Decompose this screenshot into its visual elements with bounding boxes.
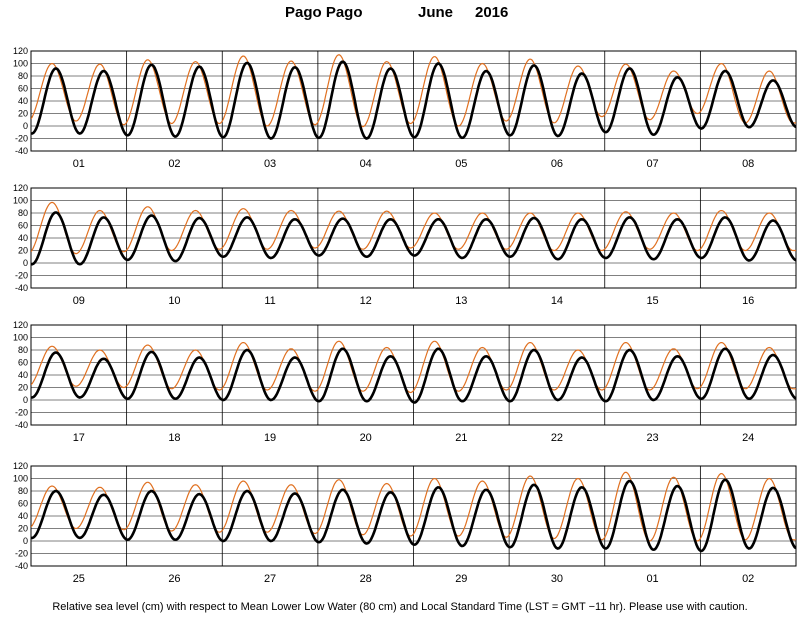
y-tick-label: 100 bbox=[13, 474, 28, 484]
day-label: 11 bbox=[264, 295, 275, 307]
y-tick-label: 80 bbox=[18, 208, 28, 218]
y-tick-label: 0 bbox=[23, 121, 28, 131]
day-label: 19 bbox=[264, 432, 276, 444]
day-label: 08 bbox=[742, 158, 754, 170]
panel-frame bbox=[30, 50, 797, 152]
y-tick-label: -20 bbox=[15, 271, 28, 281]
day-label: 27 bbox=[264, 573, 276, 585]
y-tick-label: 80 bbox=[18, 486, 28, 496]
day-label: 02 bbox=[742, 573, 754, 585]
day-label: 02 bbox=[168, 158, 180, 170]
y-tick-label: 100 bbox=[13, 196, 28, 206]
y-tick-label: 40 bbox=[18, 370, 28, 380]
title-month: June bbox=[418, 4, 454, 21]
y-tick-label: 20 bbox=[18, 524, 28, 534]
y-tick-label: 120 bbox=[13, 461, 28, 471]
observed-tide-line bbox=[31, 478, 796, 553]
observed-tide-line bbox=[31, 211, 796, 266]
day-label: 23 bbox=[646, 432, 658, 444]
day-label: 29 bbox=[455, 573, 467, 585]
panel-frame bbox=[30, 324, 797, 426]
y-tick-label: -20 bbox=[15, 408, 28, 418]
day-label: 22 bbox=[551, 432, 563, 444]
day-label: 04 bbox=[360, 158, 372, 170]
day-label: 25 bbox=[73, 573, 85, 585]
day-label: 05 bbox=[455, 158, 467, 170]
day-label: 03 bbox=[264, 158, 276, 170]
y-tick-label: 20 bbox=[18, 246, 28, 256]
y-tick-label: 60 bbox=[18, 221, 28, 231]
y-tick-label: -20 bbox=[15, 549, 28, 559]
tide-panel-3: -40 -20 0 20 40 60 80 100 120 17 18 19 20 21 22 23 24 bbox=[13, 320, 797, 444]
day-label: 14 bbox=[551, 295, 563, 307]
day-label: 01 bbox=[646, 573, 658, 585]
day-label: 17 bbox=[73, 432, 85, 444]
y-tick-label: 120 bbox=[13, 46, 28, 56]
y-tick-label: 20 bbox=[18, 109, 28, 119]
day-label: 18 bbox=[168, 432, 180, 444]
y-tick-label: 60 bbox=[18, 84, 28, 94]
y-tick-label: 120 bbox=[13, 183, 28, 193]
y-tick-label: 0 bbox=[23, 536, 28, 546]
day-label: 10 bbox=[168, 295, 180, 307]
day-label: 30 bbox=[551, 573, 563, 585]
day-label: 15 bbox=[646, 295, 658, 307]
title-year: 2016 bbox=[475, 4, 509, 21]
y-tick-label: 60 bbox=[18, 358, 28, 368]
day-label: 12 bbox=[360, 295, 372, 307]
y-tick-label: 80 bbox=[18, 345, 28, 355]
y-tick-label: 40 bbox=[18, 233, 28, 243]
chart-caption: Relative sea level (cm) with respect to … bbox=[52, 601, 748, 613]
tide-panel-2: -40 -20 0 20 40 60 80 100 120 09 10 11 12 13 14 15 16 bbox=[13, 183, 797, 307]
y-tick-label: -40 bbox=[15, 283, 28, 293]
y-tick-label: -40 bbox=[15, 420, 28, 430]
y-tick-label: 100 bbox=[13, 333, 28, 343]
y-tick-label: -40 bbox=[15, 146, 28, 156]
day-label: 26 bbox=[168, 573, 180, 585]
panel-frame bbox=[30, 187, 797, 289]
tide-panel-1: -40 -20 0 20 40 60 80 100 120 01 02 03 04 05 06 07 08 bbox=[13, 46, 797, 170]
y-tick-label: 0 bbox=[23, 395, 28, 405]
y-tick-label: 120 bbox=[13, 320, 28, 330]
y-tick-label: 20 bbox=[18, 383, 28, 393]
day-label: 01 bbox=[73, 158, 85, 170]
day-label: 06 bbox=[551, 158, 563, 170]
y-tick-label: -20 bbox=[15, 134, 28, 144]
title-station: Pago Pago bbox=[285, 4, 363, 21]
y-tick-label: 40 bbox=[18, 96, 28, 106]
observed-tide-line bbox=[31, 347, 796, 404]
observed-tide-line bbox=[31, 60, 796, 140]
day-label: 09 bbox=[73, 295, 85, 307]
day-label: 16 bbox=[742, 295, 754, 307]
day-label: 28 bbox=[360, 573, 372, 585]
y-tick-label: -40 bbox=[15, 561, 28, 571]
day-label: 24 bbox=[742, 432, 754, 444]
y-tick-label: 40 bbox=[18, 511, 28, 521]
y-tick-label: 0 bbox=[23, 258, 28, 268]
y-tick-label: 100 bbox=[13, 59, 28, 69]
y-tick-label: 80 bbox=[18, 71, 28, 81]
day-label: 13 bbox=[455, 295, 467, 307]
day-label: 21 bbox=[455, 432, 467, 444]
y-tick-label: 60 bbox=[18, 499, 28, 509]
panel-frame bbox=[30, 465, 797, 567]
day-label: 20 bbox=[360, 432, 372, 444]
predicted-tide-line bbox=[31, 54, 796, 128]
chart-title: Pago Pago June 2016 bbox=[0, 4, 800, 26]
tide-panel-4: -40 -20 0 20 40 60 80 100 120 25 26 27 28 29 30 01 02 bbox=[13, 461, 797, 585]
day-label: 07 bbox=[646, 158, 658, 170]
